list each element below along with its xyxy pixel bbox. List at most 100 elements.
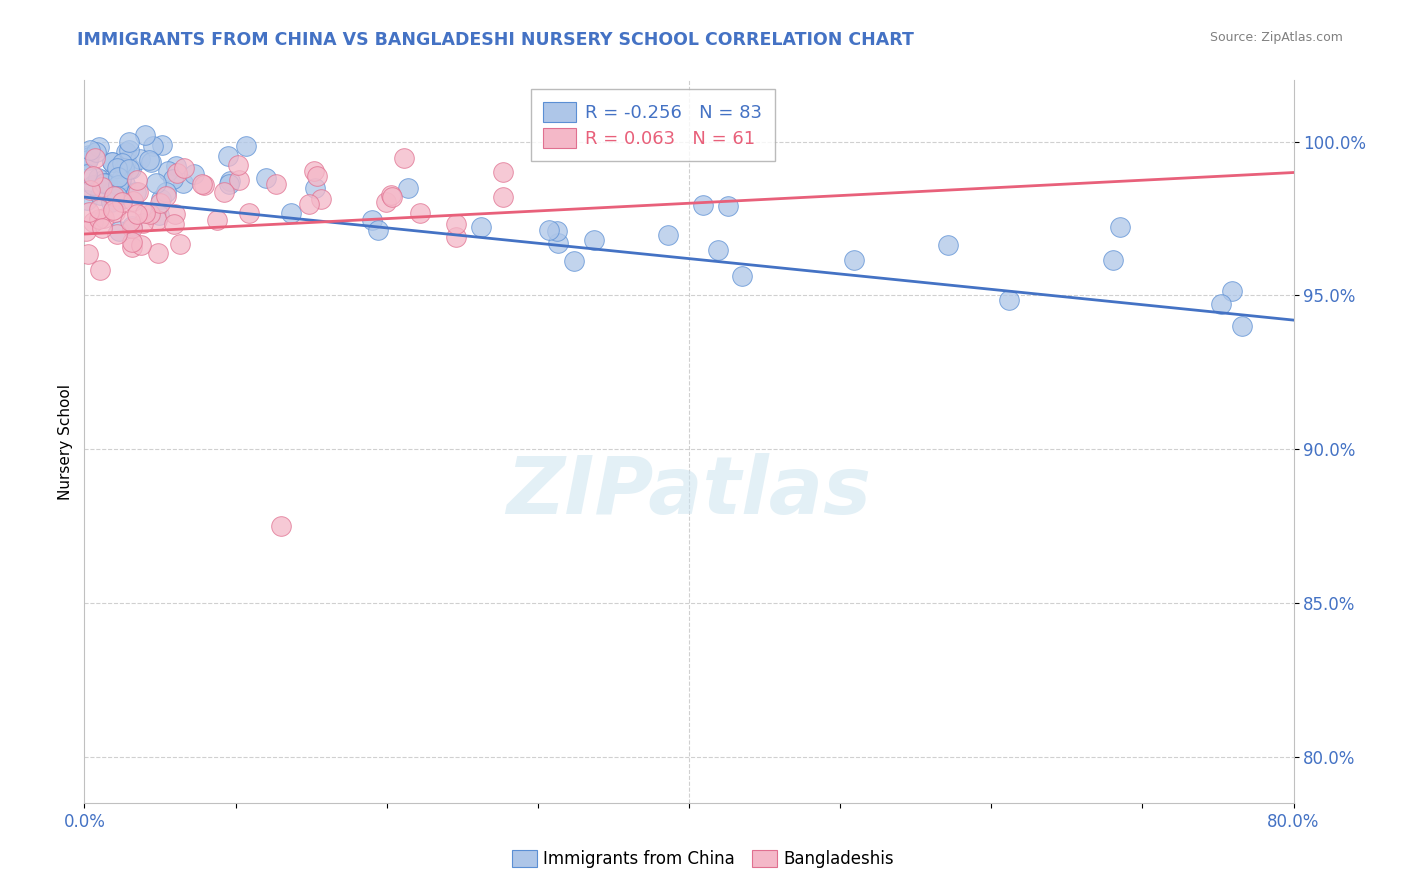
Point	[112, 161, 135, 175]
Point	[146, 246, 169, 260]
Point	[82, 178, 104, 192]
Point	[692, 198, 714, 212]
Point	[139, 207, 162, 221]
Point	[226, 158, 249, 172]
Point	[118, 135, 141, 149]
Point	[120, 214, 142, 228]
Point	[105, 161, 128, 176]
Point	[145, 176, 167, 190]
Point	[121, 240, 143, 254]
Point	[94, 177, 117, 191]
Point	[155, 189, 177, 203]
Point	[547, 224, 569, 238]
Point	[309, 192, 332, 206]
Point	[79, 143, 101, 157]
Point	[470, 219, 492, 234]
Legend: R = -0.256   N = 83, R = 0.063   N = 61: R = -0.256 N = 83, R = 0.063 N = 61	[530, 89, 775, 161]
Point	[214, 185, 236, 199]
Point	[297, 197, 319, 211]
Point	[79, 204, 101, 219]
Point	[374, 195, 396, 210]
Point	[163, 217, 186, 231]
Point	[361, 213, 384, 227]
Point	[444, 217, 467, 231]
Point	[163, 207, 186, 221]
Point	[270, 519, 292, 533]
Point	[132, 216, 155, 230]
Point	[100, 194, 122, 209]
Point	[76, 224, 98, 238]
Point	[150, 138, 173, 153]
Point	[101, 155, 124, 169]
Point	[166, 165, 188, 179]
Point	[128, 152, 150, 166]
Point	[150, 192, 173, 206]
Point	[842, 252, 865, 267]
Point	[304, 180, 326, 194]
Point	[103, 203, 125, 218]
Point	[107, 170, 129, 185]
Point	[125, 173, 148, 187]
Point	[218, 174, 240, 188]
Point	[110, 172, 132, 186]
Legend: Immigrants from China, Bangladeshis: Immigrants from China, Bangladeshis	[505, 843, 901, 875]
Point	[110, 156, 132, 170]
Point	[84, 152, 107, 166]
Point	[125, 185, 148, 199]
Point	[392, 151, 415, 165]
Point	[96, 176, 118, 190]
Point	[91, 179, 114, 194]
Point	[115, 153, 138, 168]
Point	[105, 189, 128, 203]
Point	[172, 176, 194, 190]
Point	[127, 185, 149, 199]
Point	[79, 183, 101, 197]
Point	[149, 196, 172, 211]
Point	[1220, 285, 1243, 299]
Point	[118, 143, 141, 157]
Point	[129, 237, 152, 252]
Point	[492, 190, 515, 204]
Point	[103, 189, 125, 203]
Point	[76, 193, 98, 207]
Point	[537, 222, 560, 236]
Point	[218, 178, 240, 192]
Y-axis label: Nursery School: Nursery School	[58, 384, 73, 500]
Point	[91, 220, 114, 235]
Point	[114, 177, 136, 191]
Point	[307, 169, 329, 183]
Point	[266, 178, 288, 192]
Point	[118, 162, 141, 177]
Point	[165, 159, 187, 173]
Point	[134, 128, 156, 143]
Point	[125, 207, 148, 221]
Text: ZIPatlas: ZIPatlas	[506, 453, 872, 531]
Text: IMMIGRANTS FROM CHINA VS BANGLADESHI NURSERY SCHOOL CORRELATION CHART: IMMIGRANTS FROM CHINA VS BANGLADESHI NUR…	[77, 31, 914, 49]
Point	[396, 181, 419, 195]
Point	[89, 211, 111, 226]
Point	[104, 205, 127, 219]
Point	[89, 263, 111, 277]
Point	[110, 178, 132, 192]
Point	[101, 192, 124, 206]
Point	[148, 208, 170, 222]
Point	[280, 205, 302, 219]
Point	[86, 145, 108, 160]
Point	[115, 145, 138, 159]
Point	[87, 140, 110, 154]
Point	[731, 268, 754, 283]
Point	[105, 227, 128, 241]
Point	[491, 165, 513, 179]
Point	[936, 237, 959, 252]
Point	[77, 148, 100, 162]
Point	[77, 153, 100, 168]
Point	[547, 235, 569, 250]
Point	[101, 155, 124, 169]
Point	[141, 155, 163, 169]
Point	[93, 211, 115, 226]
Point	[381, 190, 404, 204]
Point	[169, 236, 191, 251]
Point	[103, 181, 125, 195]
Point	[444, 229, 467, 244]
Point	[1230, 318, 1253, 333]
